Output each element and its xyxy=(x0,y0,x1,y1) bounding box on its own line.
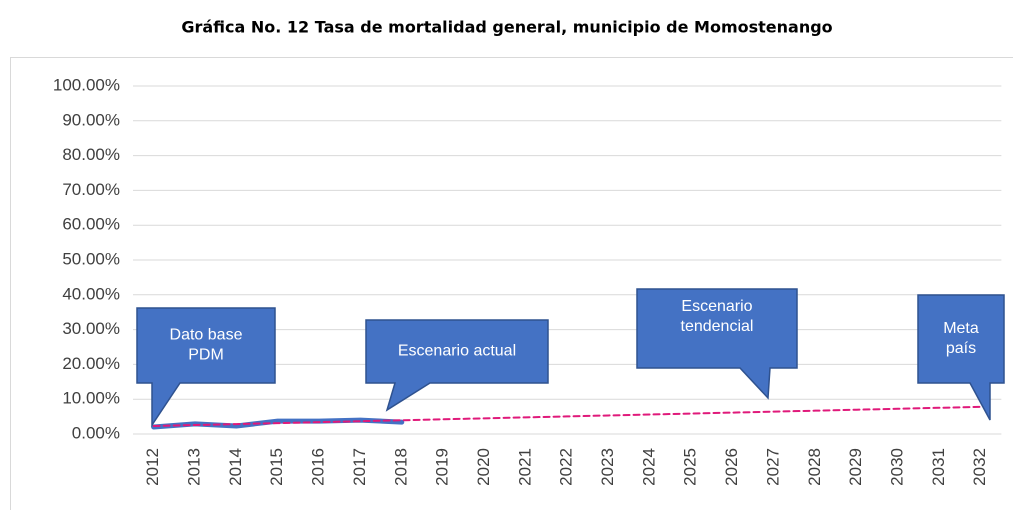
callout-text: Meta xyxy=(943,320,979,337)
x-tick-label: 2018 xyxy=(391,448,410,486)
y-tick-label: 70.00% xyxy=(62,180,120,199)
trend-line xyxy=(152,405,982,427)
x-tick-label: 2028 xyxy=(805,448,824,486)
y-tick-label: 60.00% xyxy=(62,215,120,234)
y-tick-label: 80.00% xyxy=(62,145,120,164)
x-tick-label: 2017 xyxy=(350,448,369,486)
data-line xyxy=(151,417,405,430)
x-tick-label: 2024 xyxy=(639,448,658,486)
x-tick-label: 2015 xyxy=(267,448,286,486)
callout xyxy=(365,319,549,412)
x-tick-label: 2029 xyxy=(846,448,865,486)
y-tick-label: 20.00% xyxy=(62,354,120,373)
chart-title: Gráfica No. 12 Tasa de mortalidad genera… xyxy=(181,18,832,37)
callout-text: PDM xyxy=(188,347,224,364)
callout-text: Dato base xyxy=(170,327,243,344)
x-tick-label: 2026 xyxy=(722,448,741,486)
callout-text: Escenario actual xyxy=(398,343,516,360)
x-tick-label: 2023 xyxy=(598,448,617,486)
x-tick-label: 2012 xyxy=(143,448,162,486)
x-tick-label: 2030 xyxy=(887,448,906,486)
x-tick-label: 2031 xyxy=(929,448,948,486)
callout xyxy=(136,307,276,428)
y-tick-label: 10.00% xyxy=(62,389,120,408)
x-tick-label: 2021 xyxy=(515,448,534,486)
x-tick-label: 2027 xyxy=(763,448,782,486)
chart-border xyxy=(10,57,1013,510)
x-tick-label: 2022 xyxy=(557,448,576,486)
x-tick-label: 2025 xyxy=(681,448,700,486)
x-tick-label: 2032 xyxy=(970,448,989,486)
x-tick-label: 2020 xyxy=(474,448,493,486)
y-tick-label: 50.00% xyxy=(62,249,120,268)
x-tick-label: 2014 xyxy=(226,448,245,486)
callout-text: Escenario xyxy=(681,298,752,315)
y-tick-label: 40.00% xyxy=(62,284,120,303)
callout xyxy=(636,288,798,400)
callout-text: país xyxy=(946,340,976,357)
y-tick-label: 0.00% xyxy=(72,423,120,442)
callout-text: tendencial xyxy=(681,318,754,335)
x-tick-label: 2019 xyxy=(433,448,452,486)
y-tick-label: 30.00% xyxy=(62,319,120,338)
y-tick-label: 100.00% xyxy=(53,75,120,94)
x-tick-label: 2016 xyxy=(309,448,328,486)
y-tick-label: 90.00% xyxy=(62,110,120,129)
x-tick-label: 2013 xyxy=(185,448,204,486)
callout xyxy=(917,294,1005,421)
